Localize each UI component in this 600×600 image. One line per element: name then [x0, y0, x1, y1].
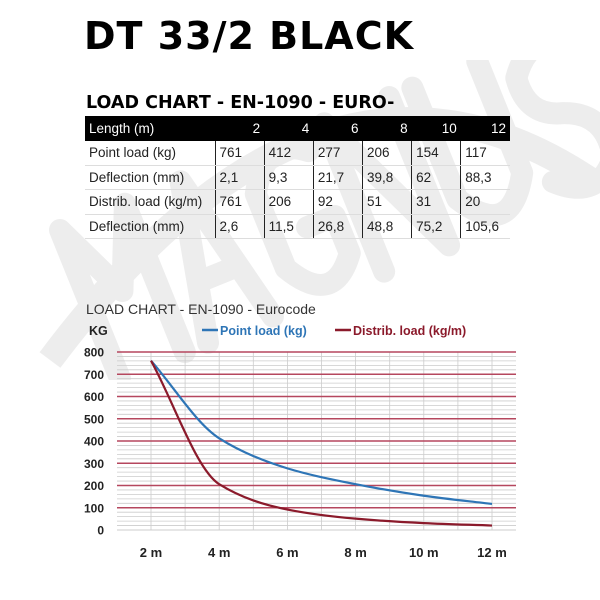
point-load-line	[150, 359, 493, 506]
table-cell: 26,8	[312, 214, 363, 239]
table-row: Point load (kg) 761 412 277 206 154 117	[85, 141, 510, 166]
header-cell: Length (m)	[85, 116, 215, 141]
table-cell: 31	[411, 189, 461, 215]
x-tick-label: 10 m	[409, 545, 439, 560]
y-tick-label: 100	[84, 501, 104, 515]
y-tick-label: 0	[97, 524, 104, 538]
x-tick-label: 8 m	[344, 545, 366, 560]
header-cell: 8	[362, 116, 412, 141]
table-cell: 412	[263, 141, 314, 166]
table-cell: 154	[411, 141, 461, 166]
y-tick-label: 300	[84, 457, 104, 471]
table-cell: 2,6	[214, 214, 265, 239]
table-cell: 105,6	[460, 214, 510, 239]
table-cell: 39,8	[361, 165, 412, 190]
table-cell: 51	[361, 189, 412, 215]
load-chart: LOAD CHART - EN-1090 - Eurocode KG Point l…	[84, 301, 516, 560]
load-table: Length (m) 2 4 6 8 10 12 Point load (kg)…	[85, 116, 510, 239]
legend-label: Distrib. load (kg/m)	[353, 324, 466, 338]
header-cell: 12	[460, 116, 510, 141]
row-label: Distrib. load (kg/m)	[85, 189, 215, 215]
table-cell: 117	[460, 141, 510, 166]
y-tick-label: 800	[84, 346, 104, 360]
table-cell: 88,3	[460, 165, 510, 190]
table-cell: 75,2	[411, 214, 461, 239]
table-row: Distrib. load (kg/m) 761 206 92 51 31 20	[85, 189, 510, 215]
header-cell: 4	[264, 116, 314, 141]
table-header-row: Length (m) 2 4 6 8 10 12	[85, 116, 510, 141]
x-tick-label: 2 m	[140, 545, 162, 560]
row-label: Deflection (mm)	[85, 214, 215, 239]
table-cell: 21,7	[312, 165, 363, 190]
header-cell: 2	[215, 116, 265, 141]
y-tick-label: 200	[84, 479, 104, 493]
distrib-load-line	[150, 360, 493, 527]
header-cell: 10	[411, 116, 461, 141]
row-label: Point load (kg)	[85, 141, 215, 166]
table-cell: 277	[312, 141, 363, 166]
y-tick-label: 500	[84, 412, 104, 426]
table-cell: 9,3	[263, 165, 314, 190]
table-cell: 761	[214, 141, 265, 166]
table-cell: 92	[312, 189, 363, 215]
x-tick-label: 4 m	[208, 545, 230, 560]
x-tick-label: 12 m	[477, 545, 507, 560]
x-tick-label: 6 m	[276, 545, 298, 560]
table-row: Deflection (mm) 2,6 11,5 26,8 48,8 75,2 105,6	[85, 214, 510, 239]
y-tick-label: 600	[84, 390, 104, 404]
legend-label: Point load (kg)	[220, 324, 307, 338]
row-label: Deflection (mm)	[85, 165, 215, 190]
table-title: LOAD CHART - EN-1090 - EURO-	[86, 93, 395, 113]
y-tick-label: 400	[84, 435, 104, 449]
table-cell: 48,8	[361, 214, 412, 239]
header-cell: 6	[313, 116, 363, 141]
y-tick-label: 700	[84, 368, 104, 382]
table-cell: 206	[263, 189, 314, 215]
table-cell: 761	[214, 189, 265, 215]
table-row: Deflection (mm) 2,1 9,3 21,7 39,8 62 88,3	[85, 165, 510, 190]
table-cell: 2,1	[214, 165, 265, 190]
table-cell: 20	[460, 189, 510, 215]
table-cell: 206	[361, 141, 412, 166]
table-cell: 62	[411, 165, 461, 190]
product-title: DT 33/2 BLACK	[84, 14, 415, 58]
table-cell: 11,5	[263, 214, 314, 239]
chart-title: LOAD CHART - EN-1090 - Eurocode	[86, 301, 316, 317]
y-axis-label: KG	[89, 324, 108, 338]
